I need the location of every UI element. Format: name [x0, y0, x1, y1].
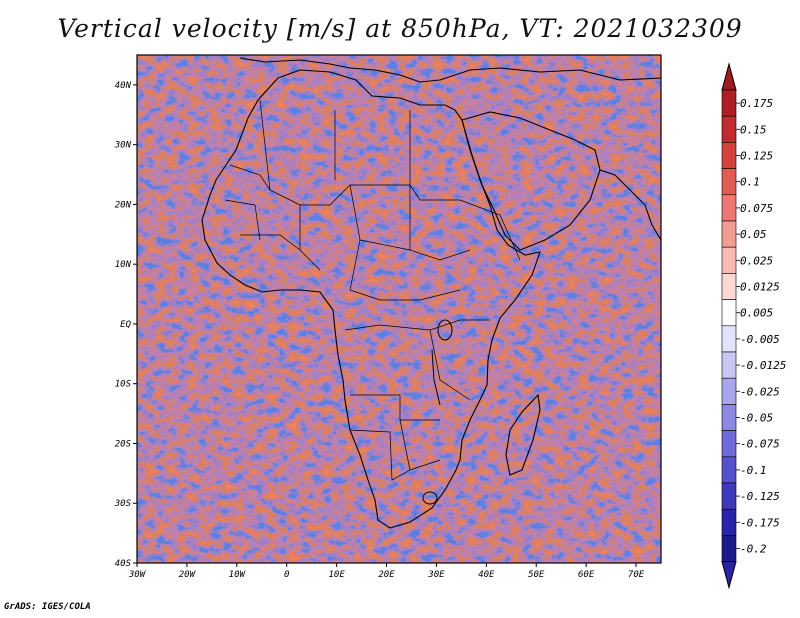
lon-tick-label: 20E	[378, 570, 395, 580]
colorbar-swatch	[721, 273, 737, 300]
lat-tick-label: 30S	[114, 499, 132, 509]
colorbar-swatch	[721, 535, 737, 562]
colorbar-swatch	[721, 377, 737, 405]
colorbar-swatch	[721, 325, 737, 353]
lon-tick-label: 10E	[328, 570, 345, 580]
lon-tick-label: 50E	[528, 570, 545, 580]
colorbar-swatch	[721, 508, 737, 536]
colorbar-label: -0.0125	[740, 359, 786, 372]
lon-tick-label: 60E	[578, 570, 595, 580]
colorbar-label: 0.15	[740, 123, 767, 136]
colorbar-label: -0.05	[740, 412, 773, 425]
colorbar-label: -0.025	[740, 385, 780, 398]
colorbar-swatch	[721, 89, 737, 117]
colorbar-label: 0.0125	[740, 281, 780, 294]
lon-tick-label: 30E	[427, 570, 445, 580]
colorbar-label: 0.175	[740, 97, 773, 110]
colorbar-label: 0.025	[740, 254, 773, 267]
lon-tick-label: 0	[284, 570, 289, 580]
lon-tick-label: 70E	[628, 570, 645, 580]
lat-tick-label: 20N	[115, 200, 132, 210]
colorbar: 0.175 0.15 0.125 0.1 0.075 0.05 0.025 0.0125 0.0…	[721, 62, 786, 590]
colorbar-label: 0.1	[740, 176, 760, 189]
longitude-axis: 30W 20W 10W 0 10E 20E 30E 40E 50E 60E 70E	[128, 563, 645, 580]
colorbar-swatch	[721, 246, 737, 274]
arabia-coastline	[461, 111, 601, 251]
colorbar-swatch	[721, 142, 737, 169]
colorbar-swatch	[721, 456, 737, 484]
colorbar-swatch	[721, 194, 737, 222]
colorbar-swatch	[721, 115, 737, 143]
latitude-axis: 40N 30N 20N 10N EQ 10S 20S 30S 40S	[114, 81, 137, 569]
map-frame	[136, 54, 662, 564]
colorbar-top-arrow	[721, 62, 737, 91]
colorbar-swatch	[721, 430, 737, 458]
colorbar-label: 0.05	[740, 228, 767, 241]
colorbar-swatch	[721, 299, 737, 327]
velocity-field	[137, 55, 661, 563]
colorbar-swatch	[721, 404, 737, 431]
colorbar-swatch	[721, 220, 737, 248]
lat-tick-label: 30N	[114, 141, 132, 151]
country-borders	[224, 99, 521, 481]
colorbar-label: -0.1	[740, 464, 767, 477]
madagascar-coastline	[505, 393, 541, 476]
africa-coastline	[201, 69, 541, 529]
colorbar-label: -0.075	[740, 438, 780, 451]
lat-tick-label: EQ	[120, 320, 131, 330]
map-panel: 40N 30N 20N 10N EQ 10S 20S 30S 40S 30W 20W 10W 0 10E…	[114, 54, 662, 580]
chart-title: Vertical velocity [m/s] at 850hPa, VT: 2…	[57, 14, 743, 43]
europe-coastline	[239, 57, 661, 83]
grads-credit: GrADS: IGES/COLA	[4, 602, 91, 612]
colorbar-swatch	[721, 351, 737, 379]
lon-tick-label: 40E	[478, 570, 495, 580]
colorbar-label: -0.005	[740, 333, 780, 346]
colorbar-label: 0.125	[740, 150, 773, 163]
colorbar-label: 0.075	[740, 202, 773, 215]
lon-tick-label: 30W	[128, 570, 147, 580]
colorbar-label: -0.2	[740, 543, 767, 556]
lon-tick-label: 20W	[179, 570, 197, 580]
colorbar-label: -0.175	[740, 516, 780, 529]
india-coastline	[599, 169, 661, 241]
lat-tick-label: 40S	[115, 559, 132, 569]
lakes	[422, 319, 453, 505]
colorbar-label: 0.005	[740, 307, 773, 320]
colorbar-bottom-arrow	[721, 561, 737, 590]
lat-tick-label: 20S	[115, 439, 132, 449]
lat-tick-label: 40N	[115, 81, 132, 91]
colorbar-label: -0.125	[740, 490, 780, 503]
lat-tick-label: 10N	[115, 260, 132, 270]
colorbar-swatch	[721, 482, 737, 510]
coastlines	[201, 57, 661, 529]
colorbar-swatch	[721, 168, 737, 196]
lat-tick-label: 10S	[115, 380, 132, 390]
lon-tick-label: 10W	[229, 570, 247, 580]
